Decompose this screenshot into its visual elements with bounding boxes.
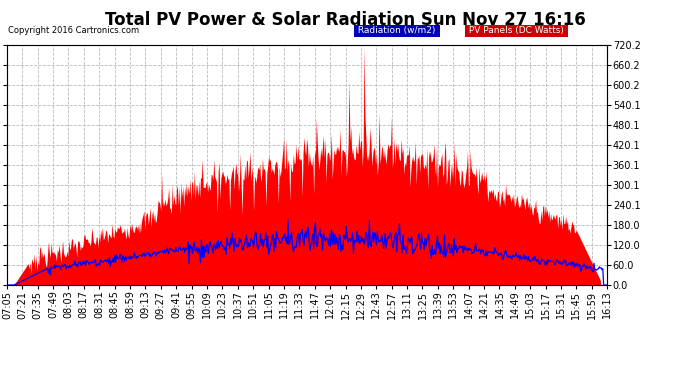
Text: Total PV Power & Solar Radiation Sun Nov 27 16:16: Total PV Power & Solar Radiation Sun Nov… (105, 11, 585, 29)
Text: Copyright 2016 Cartronics.com: Copyright 2016 Cartronics.com (8, 26, 139, 35)
Text: PV Panels (DC Watts): PV Panels (DC Watts) (466, 26, 567, 35)
Text: Radiation (w/m2): Radiation (w/m2) (355, 26, 438, 35)
